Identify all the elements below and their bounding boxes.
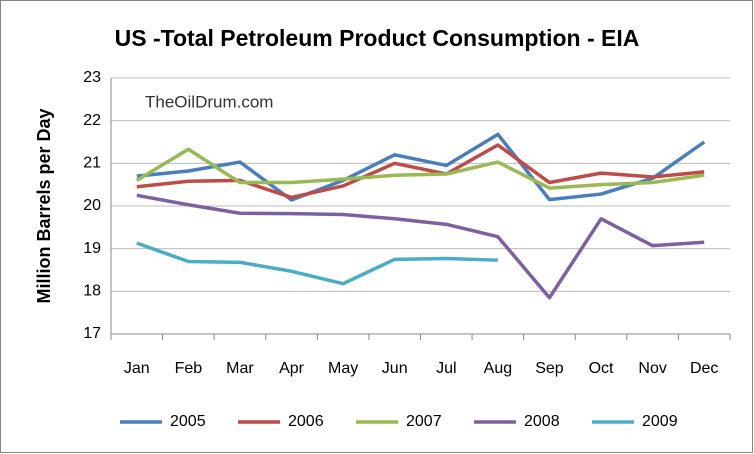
- legend-label: 2005: [170, 413, 206, 430]
- series-line: [136, 143, 705, 200]
- x-tick-label: Jan: [124, 360, 150, 377]
- x-tick-label: Nov: [638, 360, 666, 377]
- y-tick-label: 17: [83, 325, 101, 342]
- x-tick-label: Jul: [436, 360, 456, 377]
- x-tick-label: Mar: [226, 360, 254, 377]
- y-tick-label: 18: [83, 283, 101, 300]
- x-tick-label: May: [328, 360, 358, 377]
- y-tick-label: 20: [83, 197, 101, 214]
- x-tick-label: Aug: [484, 360, 512, 377]
- y-tick-label: 22: [83, 112, 101, 129]
- y-axis-title: Million Barrels per Day: [34, 108, 54, 303]
- series-line: [136, 132, 706, 202]
- legend-label: 2008: [524, 413, 560, 430]
- x-tick-label: Sep: [535, 360, 564, 377]
- annotation: TheOilDrum.com: [145, 92, 273, 111]
- legend-label: 2007: [406, 413, 442, 430]
- x-tick-label: Jun: [382, 360, 408, 377]
- y-tick-label: 19: [83, 240, 101, 257]
- series-line: [136, 241, 498, 286]
- legend-label: 2009: [642, 413, 678, 430]
- series-line: [136, 193, 705, 300]
- y-tick-label: 21: [83, 155, 101, 172]
- legend-label: 2006: [288, 413, 324, 430]
- x-tick-label: Dec: [690, 360, 718, 377]
- x-tick-label: Oct: [589, 360, 614, 377]
- chart-title: US -Total Petroleum Product Consumption …: [115, 25, 640, 51]
- y-tick-label: 23: [83, 69, 101, 86]
- series-line: [135, 147, 705, 190]
- x-tick-label: Apr: [279, 360, 305, 377]
- x-tick-label: Feb: [175, 360, 203, 377]
